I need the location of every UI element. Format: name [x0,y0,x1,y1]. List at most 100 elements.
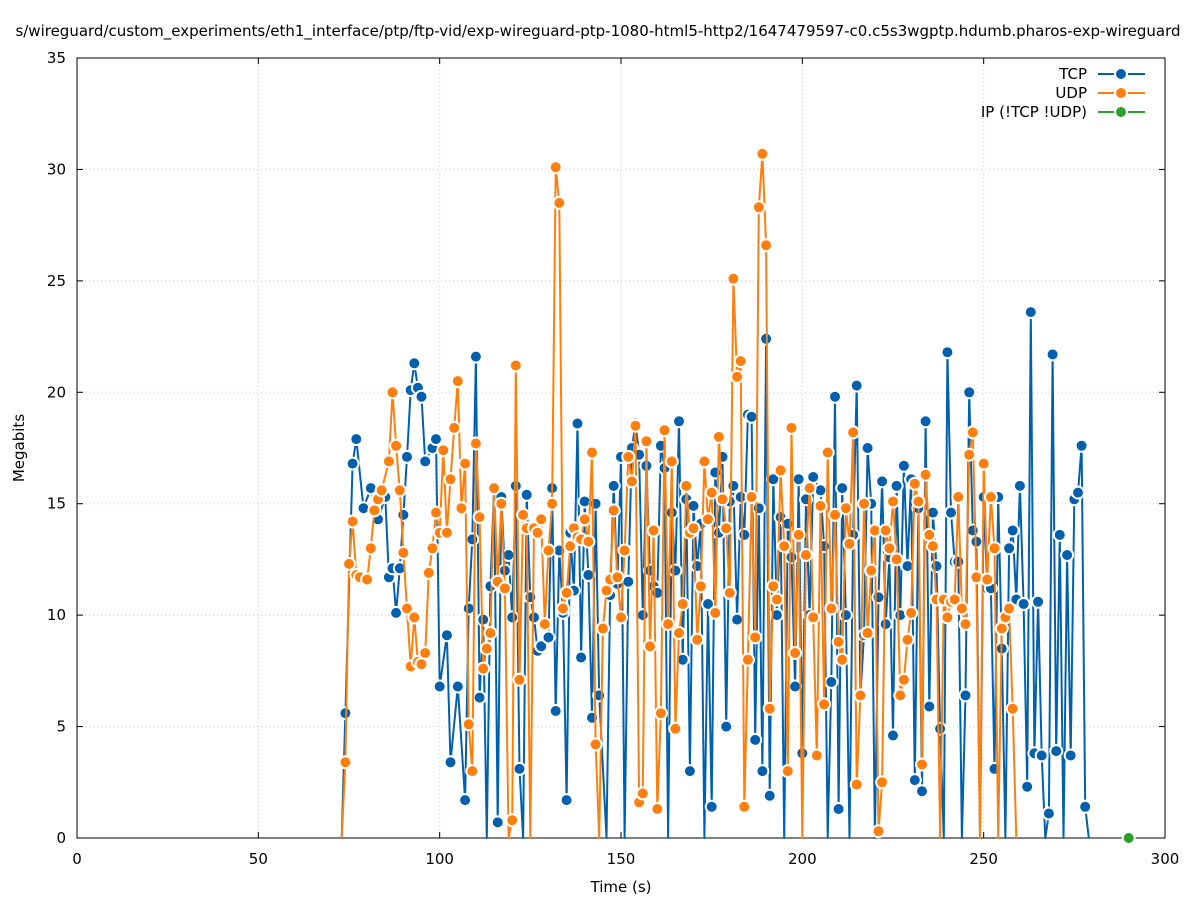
data-point [606,478,621,493]
data-point [748,732,763,747]
x-tick-label: 150 [607,850,636,868]
data-point [1071,485,1085,500]
legend-item: IP (!TCP !UDP) [981,103,1145,121]
data-point [516,507,531,522]
y-tick-label: 10 [47,606,66,624]
data-point [414,657,429,672]
data-point [860,626,875,640]
data-point [650,802,665,816]
data-point [443,755,458,770]
y-tick-label: 5 [56,718,66,736]
data-point [980,572,995,587]
data-point [396,507,411,522]
data-point [418,454,433,469]
data-point [519,487,534,502]
data-point [421,565,436,580]
data-point [817,697,832,712]
data-point [537,617,552,632]
data-point [947,592,962,607]
data-point [933,721,948,736]
data-point [468,436,483,451]
data-point [762,788,777,803]
data-point [871,590,886,605]
y-tick-label: 30 [47,160,66,178]
data-point [715,492,730,507]
legend-marker [1114,105,1128,119]
data-point [595,621,610,636]
data-point [791,472,806,487]
legend-marker [1114,86,1128,100]
data-point [791,527,806,542]
data-point [788,679,803,694]
data-point [987,541,1002,556]
data-point [541,630,556,645]
data-point [784,550,799,565]
data-point [465,764,480,779]
data-point [487,481,502,496]
y-tick-label: 15 [47,495,66,513]
data-point [1045,347,1060,362]
data-point [439,525,454,540]
y-tick-label: 35 [47,49,66,67]
data-point [882,541,897,556]
data-point [345,456,360,471]
data-point [1002,541,1017,556]
data-point [400,601,414,616]
data-point [1023,305,1038,320]
data-point [769,592,784,607]
data-point [559,585,574,600]
data-point [704,799,719,814]
series-layer [338,146,1136,845]
data-point [1078,799,1093,814]
data-point [512,761,527,776]
data-point [962,447,977,462]
data-point [1063,748,1078,763]
data-point [436,443,451,458]
data-point [1002,601,1017,616]
y-tick-label: 25 [47,272,66,290]
data-point [965,425,980,440]
data-point [958,617,973,632]
data-point [918,467,933,482]
data-point [381,454,396,469]
data-point [918,414,933,429]
x-tick-label: 300 [1151,850,1180,868]
data-point [450,374,465,389]
data-point [809,748,824,763]
data-point [751,501,766,516]
data-point [1121,831,1136,845]
data-point [871,824,886,839]
data-point [690,632,705,647]
data-point [497,581,512,596]
data-point [697,454,712,469]
data-point [875,775,890,790]
data-point [719,521,734,536]
data-point [465,532,480,547]
data-point [893,688,908,703]
data-point [443,472,458,487]
data-point [835,481,850,496]
data-point [896,458,911,473]
data-point [853,688,868,703]
data-point [744,409,759,424]
data-point [545,496,560,511]
data-point [643,639,657,654]
data-point [857,496,871,511]
data-point [711,429,726,444]
x-tick-label: 0 [72,850,82,868]
data-point [534,639,549,654]
data-point [983,490,998,504]
data-point [828,507,842,522]
legend-item: UDP [1055,84,1145,102]
data-point [773,463,788,478]
data-point [505,813,520,828]
data-point [766,579,781,594]
data-point [472,510,487,525]
data-point [922,699,937,714]
data-point [907,476,922,491]
data-point [527,610,541,625]
y-tick-label: 0 [56,829,66,847]
data-point [621,449,636,464]
data-point [755,146,770,161]
legend-label: TCP [1058,65,1087,83]
